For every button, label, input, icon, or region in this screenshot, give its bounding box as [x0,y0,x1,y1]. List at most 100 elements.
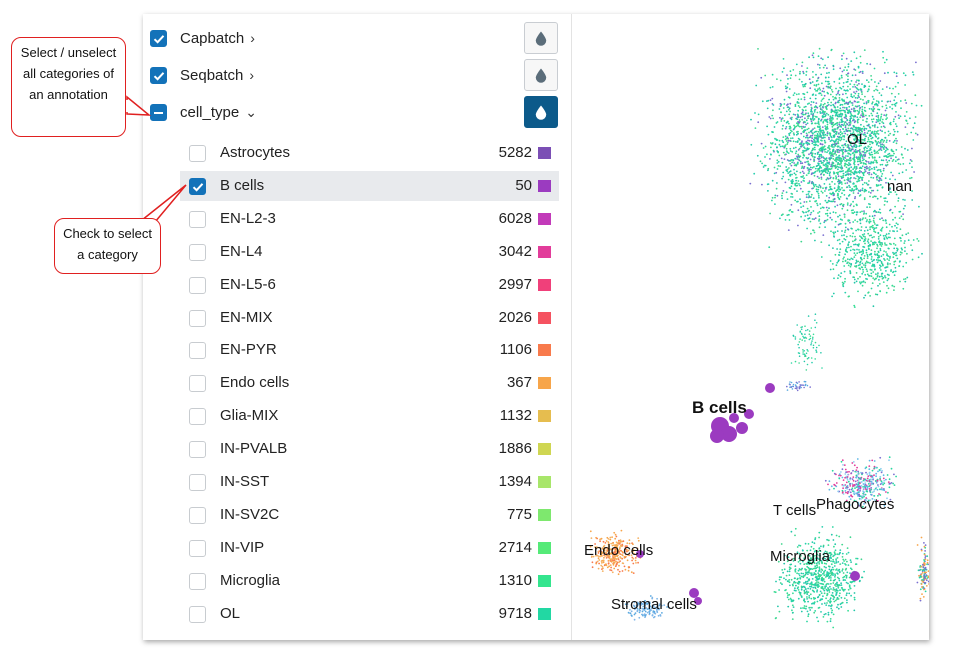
category-checkbox[interactable] [189,474,206,491]
category-row[interactable]: B cells 50 [180,170,559,201]
label-ol: OL [847,131,868,148]
annotation-checkbox[interactable] [150,67,167,84]
category-name: EN-L4 [220,242,263,260]
category-row[interactable]: IN-SV2C 775 [180,500,559,530]
category-color-swatch [538,278,551,291]
category-row[interactable]: Endo cells 367 [180,368,559,398]
checkmark-icon [153,72,165,81]
category-checkbox[interactable] [189,309,206,327]
category-row[interactable]: EN-L2-3 6028 [180,204,559,234]
category-count: 50 [515,176,532,194]
category-color-swatch [538,508,551,521]
category-count: 367 [506,374,532,392]
category-row[interactable]: Astrocytes 5282 [180,138,559,168]
annotation-label[interactable]: Capbatch › [180,30,255,47]
cell-cluster [824,456,897,508]
annotation-name: Capbatch [180,30,245,47]
cell-cluster [916,536,929,602]
category-count: 2997 [498,275,532,293]
annotation-label[interactable]: Seqbatch › [180,67,254,84]
cell-cluster [820,203,923,308]
category-checkbox[interactable] [189,572,206,590]
category-checkbox[interactable] [189,375,206,393]
callout-check-category: Check to select a category [54,218,161,274]
category-row[interactable]: IN-VIP 2714 [180,533,559,563]
category-checkbox[interactable] [189,177,206,195]
cell-cluster [786,380,811,392]
category-checkbox[interactable] [189,342,206,360]
category-color-swatch [538,377,551,390]
annotation-label[interactable]: cell_type ⌄ [180,104,257,121]
cell-cluster [749,47,923,249]
chevron-icon[interactable]: › [250,30,255,46]
category-checkbox[interactable] [189,210,206,228]
callout-check-category-text: Check to select a category [63,226,152,262]
category-row[interactable]: IN-PVALB 1886 [180,434,559,464]
category-checkbox[interactable] [189,145,206,162]
cell-point [689,588,699,598]
category-checkbox[interactable] [189,506,206,524]
category-row[interactable]: OL 9718 [180,599,559,629]
category-row[interactable]: EN-L5-6 2997 [180,270,559,300]
category-checkbox[interactable] [189,243,206,261]
category-count: 1106 [499,341,532,359]
category-checkbox[interactable] [189,539,206,557]
annotation-row[interactable]: Seqbatch › [143,59,571,95]
panel-divider [571,14,572,640]
cell-cluster [589,529,642,576]
category-row[interactable]: EN-L4 3042 [180,237,559,267]
b-cells-cluster [710,383,775,443]
label-stromal-cells: Stromal cells [611,596,697,613]
label-b-cells: B cells [692,398,747,417]
color-by-button[interactable] [524,96,558,128]
category-count: 1886 [498,440,532,458]
category-color-swatch [538,410,551,423]
label-endo-cells: Endo cells [584,542,654,559]
explorer-panel: Capbatch › Seqbatch › cell_type ⌄ Astrocytes 5… [143,14,929,640]
category-name: IN-SST [220,473,270,490]
category-name: IN-PVALB [220,440,288,458]
category-checkbox[interactable] [189,276,206,294]
category-name: Astrocytes [220,144,291,161]
category-row[interactable]: IN-SST 1394 [180,467,559,497]
water-drop-icon [535,68,547,83]
category-row[interactable]: EN-PYR 1106 [180,335,559,365]
label-nan: nan [887,178,913,195]
category-row[interactable]: Glia-MIX 1132 [180,401,559,431]
category-name: IN-VIP [220,538,265,556]
category-row[interactable]: Microglia 1310 [180,566,559,596]
category-count: 775 [506,505,532,523]
category-color-swatch [538,344,551,357]
category-checkbox[interactable] [189,605,206,623]
annotation-row[interactable]: Capbatch › [143,22,571,58]
category-count: 2026 [498,308,532,326]
embedding-plot[interactable]: OL nan B cells T cells Phagocytes Microg… [572,14,929,640]
callout-select-all-text: Select / unselect all categories of an a… [20,45,117,102]
category-count: 9718 [498,604,532,622]
category-row[interactable]: EN-MIX 2026 [180,303,559,333]
category-count: 1132 [499,407,532,425]
category-color-swatch [538,541,551,554]
category-checkbox[interactable] [189,441,206,459]
annotation-row[interactable]: cell_type ⌄ [143,96,571,132]
category-count: 2714 [498,538,532,556]
category-checkbox[interactable] [189,408,206,426]
color-by-button[interactable] [524,59,558,91]
category-count: 1394 [498,473,532,490]
category-color-swatch [538,476,551,488]
annotation-checkbox[interactable] [150,30,167,47]
annotation-name: cell_type [180,104,240,121]
category-color-swatch [538,212,551,225]
category-name: Microglia [220,571,281,589]
annotation-checkbox[interactable] [150,104,167,121]
chevron-icon[interactable]: › [249,67,255,83]
chevron-icon[interactable]: ⌄ [245,104,257,120]
color-by-button[interactable] [524,22,558,54]
category-color-swatch [538,245,551,258]
category-name: EN-L2-3 [220,209,276,227]
label-phagocytes: Phagocytes [816,496,895,513]
label-t-cells: T cells [773,502,817,519]
embedding-scatter[interactable] [572,14,929,640]
category-color-swatch [538,443,551,456]
category-count: 6028 [498,209,532,227]
